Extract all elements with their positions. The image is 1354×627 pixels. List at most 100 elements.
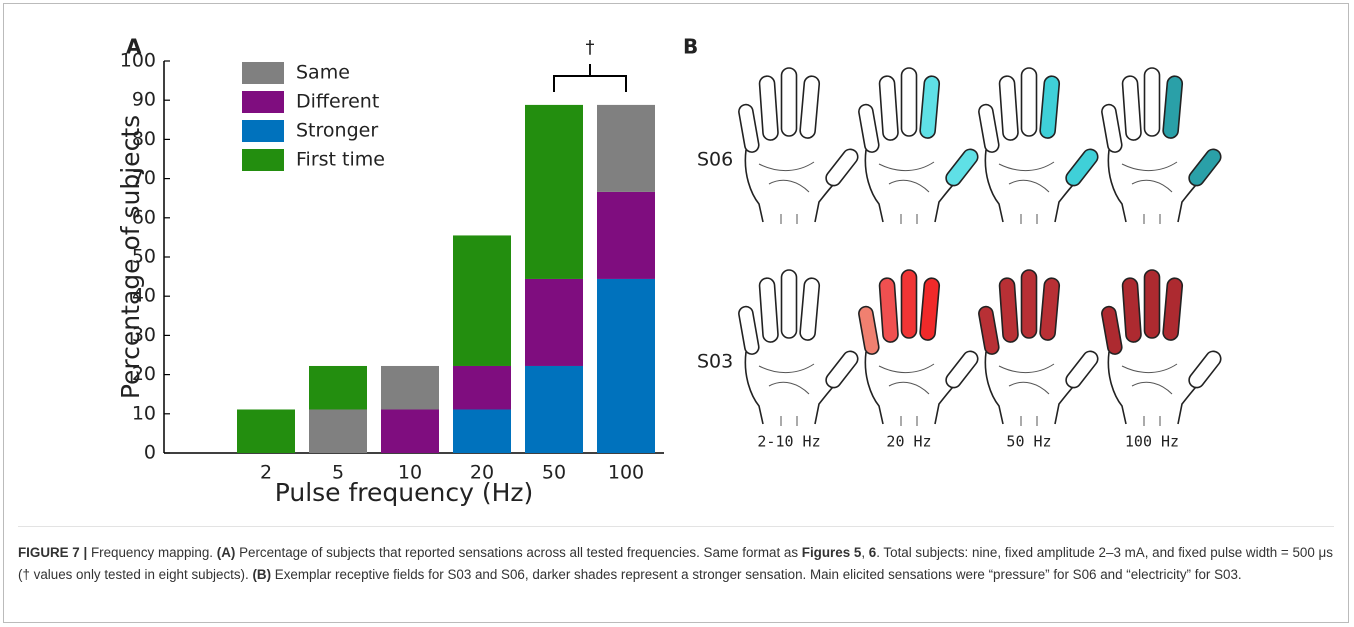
hand xyxy=(738,67,859,224)
caption-text: FIGURE 7 | xyxy=(18,545,88,560)
bar-segment xyxy=(597,191,655,279)
legend-swatch xyxy=(242,120,284,142)
y-tick-label: 10 xyxy=(132,402,156,424)
finger xyxy=(1065,148,1099,187)
caption-text: Percentage of subjects that reported sen… xyxy=(235,545,802,560)
finger xyxy=(1162,277,1184,341)
caption-text: Exemplar receptive fields for S03 and S0… xyxy=(271,567,1242,582)
finger xyxy=(825,148,859,187)
caption-text: Figures 5 xyxy=(801,545,862,560)
x-tick-label: 20 xyxy=(470,462,494,484)
y-tick-label: 100 xyxy=(120,50,156,72)
y-tick-label: 20 xyxy=(132,363,156,385)
hand xyxy=(978,269,1099,426)
legend-label: First time xyxy=(296,149,385,171)
x-axis-title: Pulse frequency (Hz) xyxy=(275,478,534,507)
x-tick-label: 50 xyxy=(542,462,566,484)
finger xyxy=(1039,277,1061,341)
finger xyxy=(978,103,1000,153)
finger xyxy=(1188,148,1222,187)
bar-segment xyxy=(597,104,655,192)
finger xyxy=(1162,75,1184,139)
finger xyxy=(1188,350,1222,389)
caption-text: . Total subjects: nine, fixed amplitude … xyxy=(18,545,1333,582)
finger xyxy=(738,305,760,355)
bar-segment xyxy=(237,409,295,453)
column-label: 2-10 Hz xyxy=(757,433,820,451)
y-axis-title: Percentage of subjects xyxy=(116,115,145,399)
finger xyxy=(1020,269,1038,339)
legend-label: Same xyxy=(296,62,350,84)
x-tick-label: 100 xyxy=(608,462,644,484)
bar-segment xyxy=(381,365,439,410)
y-tick-label: 80 xyxy=(132,128,156,150)
caption-text: (B) xyxy=(252,567,272,582)
y-tick-label: 40 xyxy=(132,285,156,307)
finger xyxy=(998,75,1019,141)
finger xyxy=(758,75,779,141)
finger xyxy=(738,103,760,153)
caption-text: Frequency mapping. xyxy=(87,545,217,560)
row-label: S06 xyxy=(697,149,733,171)
hand xyxy=(1101,67,1222,224)
palm-lines xyxy=(878,363,935,426)
finger xyxy=(1143,269,1161,339)
legend-swatch xyxy=(242,149,284,171)
bar-segment xyxy=(453,365,511,410)
y-tick-label: 0 xyxy=(144,442,156,464)
y-tick-label: 90 xyxy=(132,89,156,111)
finger xyxy=(1039,75,1061,139)
finger xyxy=(1101,103,1123,153)
finger xyxy=(919,75,941,139)
palm-lines xyxy=(998,161,1055,224)
legend-swatch xyxy=(242,62,284,84)
bar-segment xyxy=(525,104,583,279)
finger xyxy=(1020,67,1038,137)
finger xyxy=(919,277,941,341)
bar-segment xyxy=(381,409,439,453)
legend-swatch xyxy=(242,91,284,113)
finger xyxy=(858,305,880,355)
finger xyxy=(1121,75,1142,141)
finger xyxy=(1121,277,1142,343)
finger xyxy=(858,103,880,153)
column-label: 20 Hz xyxy=(886,433,931,451)
finger xyxy=(900,269,918,339)
hand xyxy=(738,269,859,426)
caption: FIGURE 7 | Frequency mapping. (A) Percen… xyxy=(18,542,1336,586)
palm-lines xyxy=(758,363,815,426)
hand xyxy=(858,67,979,224)
figure-graphics: A Pulse frequency (Hz) Percentage of sub… xyxy=(116,35,1222,507)
y-tick-label: 60 xyxy=(132,206,156,228)
hand xyxy=(1101,269,1222,426)
palm-lines xyxy=(878,161,935,224)
y-tick-label: 30 xyxy=(132,324,156,346)
finger xyxy=(978,305,1000,355)
caption-text: (A) xyxy=(216,545,236,560)
finger xyxy=(780,67,798,137)
caption-text: 6 xyxy=(868,545,877,560)
finger xyxy=(1101,305,1123,355)
finger xyxy=(799,277,821,341)
finger xyxy=(1065,350,1099,389)
finger xyxy=(825,350,859,389)
hand xyxy=(978,67,1099,224)
bar-segment xyxy=(597,278,655,453)
finger xyxy=(758,277,779,343)
bar-segment xyxy=(309,365,367,410)
bar-segment xyxy=(525,278,583,366)
bar-segment xyxy=(309,409,367,453)
caption-text: , xyxy=(861,545,869,560)
palm-lines xyxy=(998,363,1055,426)
figure: A Pulse frequency (Hz) Percentage of sub… xyxy=(3,3,1349,623)
column-label: 50 Hz xyxy=(1006,433,1051,451)
finger xyxy=(945,350,979,389)
panel-label: A xyxy=(126,35,142,59)
palm-lines xyxy=(1121,363,1178,426)
separator xyxy=(18,526,1334,527)
finger xyxy=(900,67,918,137)
finger xyxy=(945,148,979,187)
finger xyxy=(799,75,821,139)
x-tick-label: 2 xyxy=(260,462,272,484)
legend-label: Stronger xyxy=(296,120,378,142)
